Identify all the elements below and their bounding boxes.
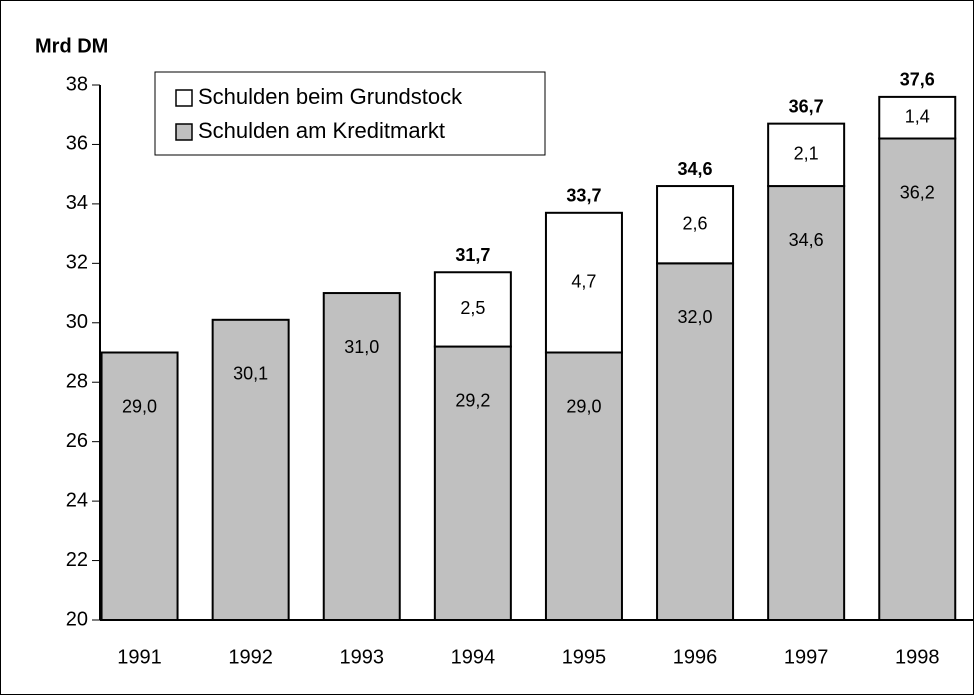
bar-segment — [544, 211, 623, 354]
x-tick-label: 1998 — [895, 646, 940, 668]
total-label: 34,6 — [678, 159, 713, 179]
value-label: 4,7 — [571, 271, 596, 291]
x-tick-label: 1992 — [228, 646, 273, 668]
value-label: 29,0 — [566, 396, 601, 416]
value-label: 29,2 — [455, 390, 490, 410]
bar-segment — [211, 318, 290, 621]
value-label: 2,6 — [683, 213, 708, 233]
bar-segment — [767, 122, 846, 188]
total-label: 33,7 — [566, 186, 601, 206]
y-tick-label: 36 — [66, 133, 88, 155]
total-label: 36,7 — [789, 96, 824, 116]
chart-title: Mrd DM — [35, 35, 108, 57]
x-tick-label: 1993 — [340, 646, 385, 668]
x-tick-label: 1995 — [562, 646, 607, 668]
value-label: 2,5 — [460, 298, 485, 318]
y-tick-label: 34 — [66, 192, 88, 214]
legend-label: Schulden beim Grundstock — [198, 84, 463, 109]
x-tick-label: 1994 — [451, 646, 496, 668]
value-label: 2,1 — [794, 144, 819, 164]
bar-segment — [544, 351, 623, 621]
value-label: 31,0 — [344, 337, 379, 357]
bar-segment — [100, 351, 179, 621]
y-tick-label: 26 — [66, 430, 88, 452]
value-label: 36,2 — [900, 182, 935, 202]
value-label: 1,4 — [905, 106, 930, 126]
bar-segment — [433, 271, 512, 348]
bar-segment — [767, 185, 846, 622]
y-tick-label: 30 — [66, 311, 88, 333]
value-label: 34,6 — [789, 230, 824, 250]
value-label: 32,0 — [678, 307, 713, 327]
legend-box — [154, 71, 546, 156]
value-label: 30,1 — [233, 364, 268, 384]
bar-segment — [656, 185, 735, 265]
total-label: 37,6 — [900, 70, 935, 90]
y-tick-label: 22 — [66, 549, 88, 571]
legend-label: Schulden am Kreditmarkt — [198, 118, 445, 143]
bar-segment — [878, 137, 957, 621]
bar-segment — [878, 95, 957, 140]
x-tick-label: 1996 — [673, 646, 718, 668]
value-label: 29,0 — [122, 396, 157, 416]
y-tick-label: 32 — [66, 252, 88, 274]
y-tick-label: 20 — [66, 608, 88, 630]
y-tick-label: 24 — [66, 489, 88, 511]
x-tick-label: 1991 — [117, 646, 162, 668]
y-tick-label: 28 — [66, 371, 88, 393]
x-tick-label: 1997 — [784, 646, 829, 668]
legend-swatch — [175, 89, 193, 107]
legend-swatch — [175, 123, 193, 141]
bar-segment — [656, 262, 735, 621]
bar-segment — [433, 345, 512, 621]
total-label: 31,7 — [455, 245, 490, 265]
y-tick-label: 38 — [66, 73, 88, 95]
